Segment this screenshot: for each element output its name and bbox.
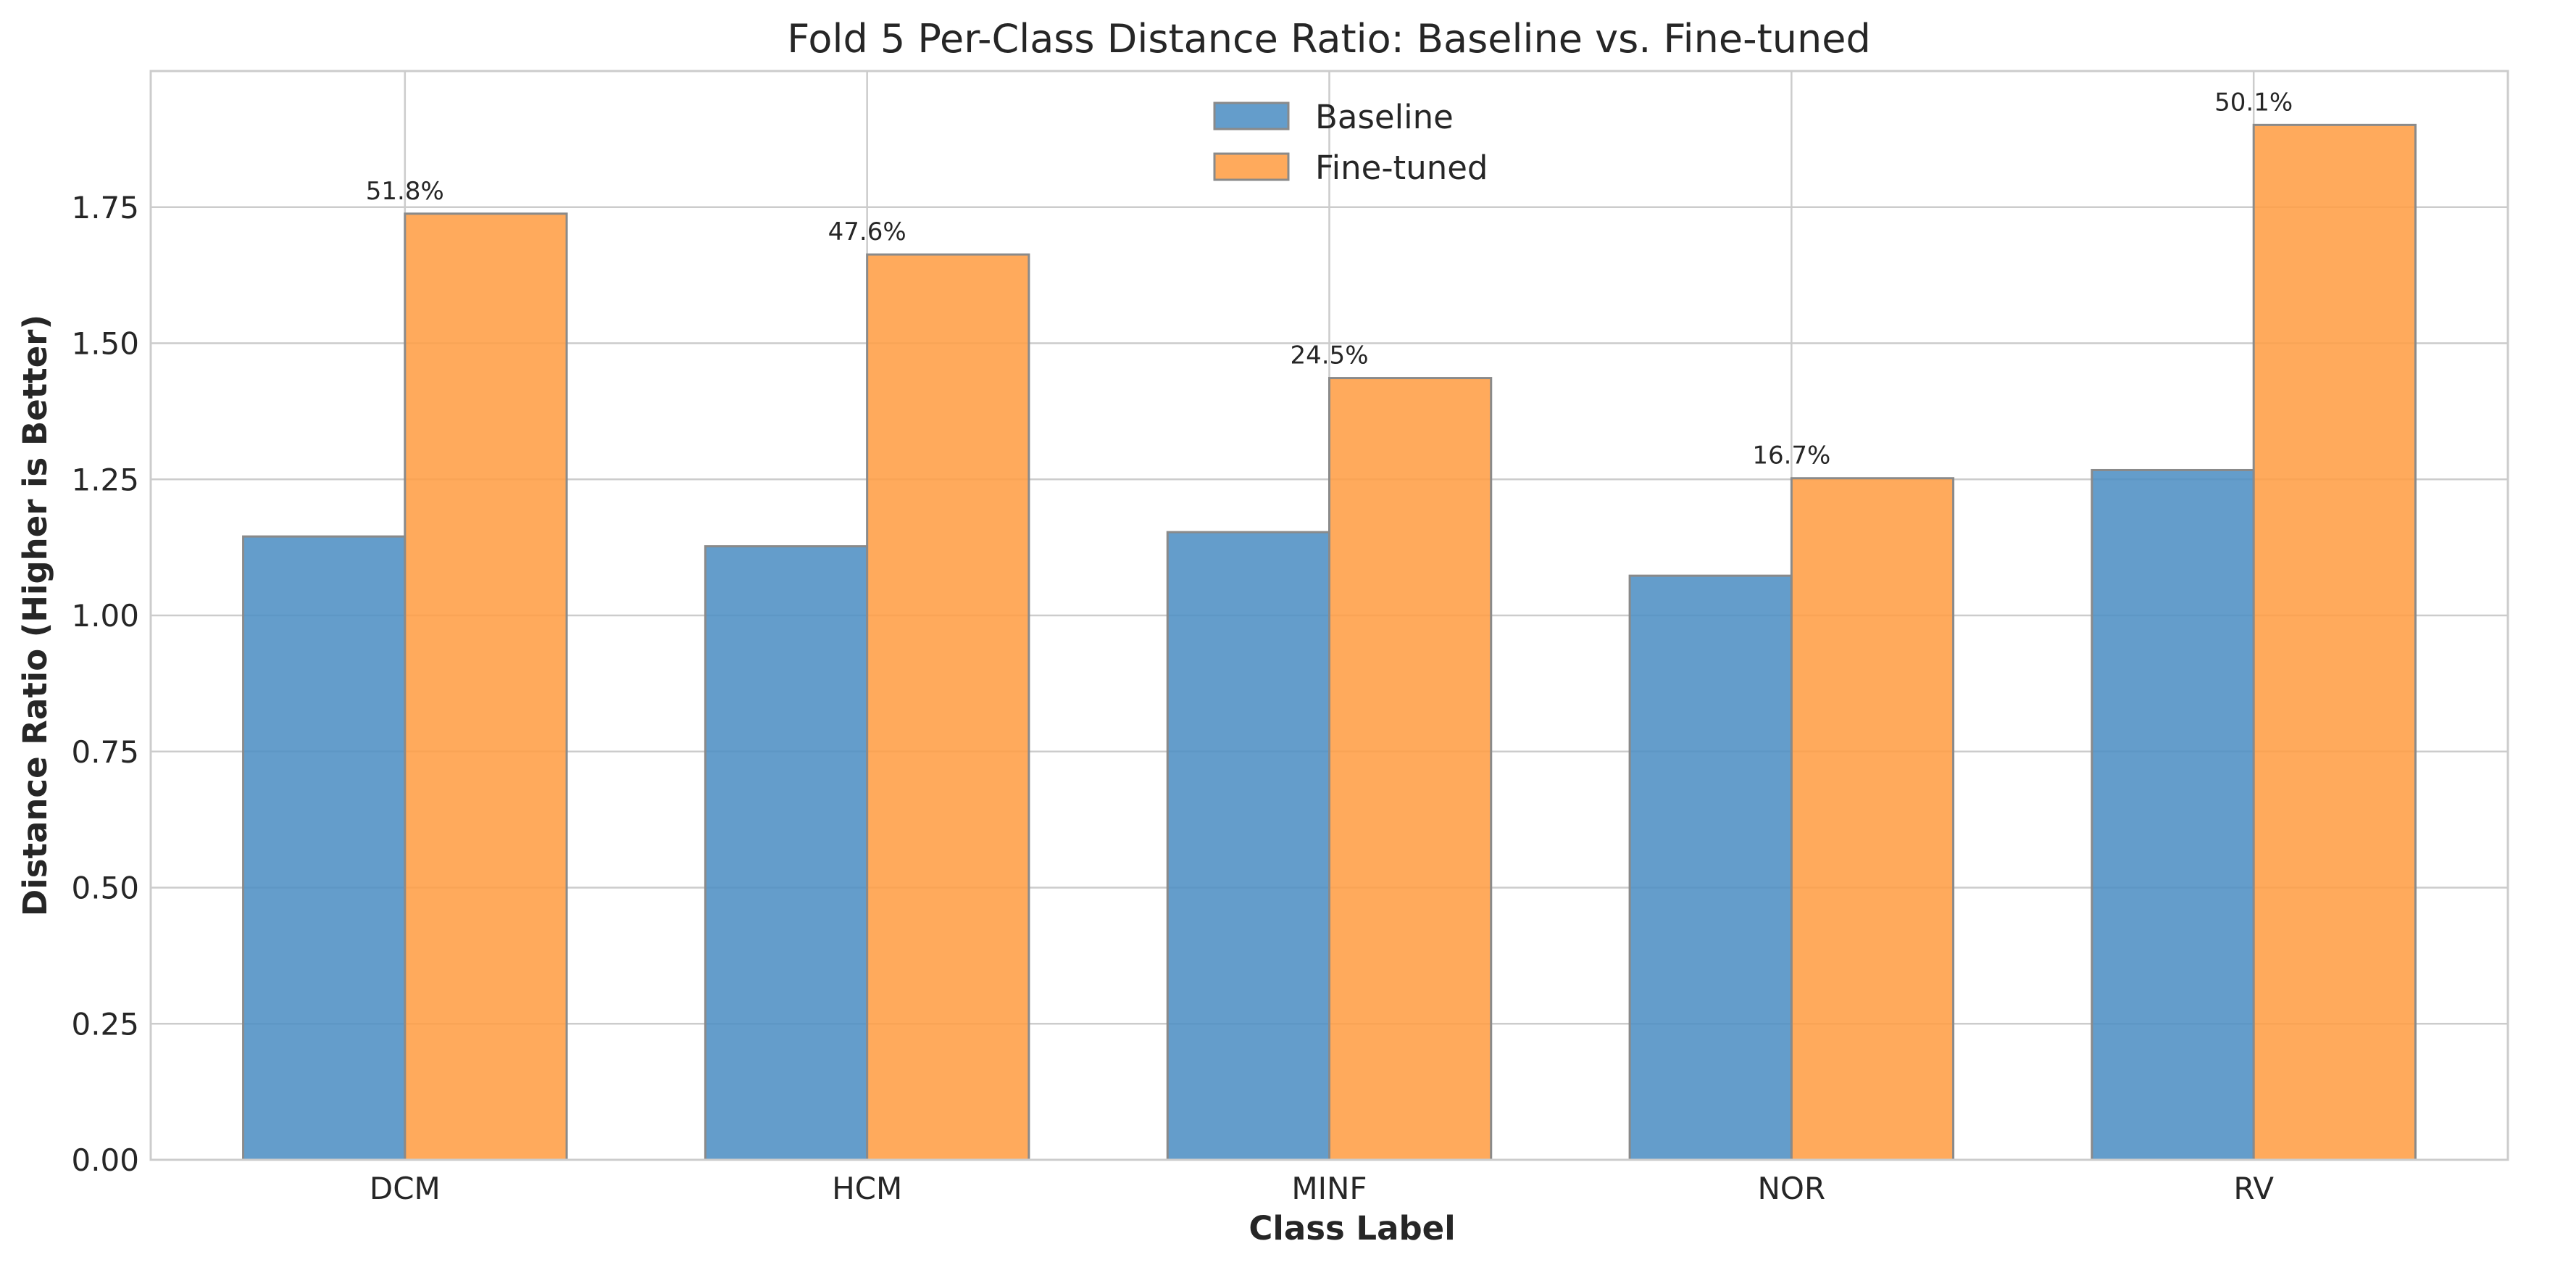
y-tick-label: 0.50 [71,871,139,906]
x-tick-label: DCM [370,1171,441,1206]
bar-baseline-nor [1628,574,1793,1161]
legend-label-baseline: Baseline [1315,98,1454,136]
bars [242,123,2417,1161]
improvement-label: 16.7% [1752,441,1830,470]
data-labels: 51.8% 47.6% 24.5% 16.7% 50.1% [366,88,2293,470]
x-axis-label: Class Label [1249,1209,1455,1248]
y-tick-label: 1.00 [71,598,139,634]
y-tick-label: 1.50 [71,326,139,362]
legend: Baseline Fine-tuned [1213,98,1488,187]
x-tick-label: MINF [1291,1171,1367,1206]
bar-baseline-hcm [704,545,869,1161]
x-tick-label: RV [2233,1171,2274,1206]
chart-title: Fold 5 Per-Class Distance Ratio: Baselin… [787,16,1870,62]
bar-fine-tuned-dcm [404,212,568,1161]
y-axis-label: Distance Ratio (Higher is Better) [16,315,54,916]
tick-labels: 0.00 0.25 0.50 0.75 1.00 1.25 1.50 1.75 DCM HCM MI… [71,190,2274,1206]
x-tick-label: NOR [1758,1171,1826,1206]
legend-swatch-baseline [1213,101,1290,130]
x-tick-label: HCM [832,1171,902,1206]
y-tick-label: 0.25 [71,1006,139,1042]
bar-fine-tuned-nor [1790,477,1955,1161]
improvement-label: 24.5% [1290,341,1368,370]
bar-baseline-dcm [242,535,407,1161]
y-tick-label: 0.00 [71,1142,139,1178]
bar-baseline-minf [1166,531,1330,1161]
legend-label-fine-tuned: Fine-tuned [1315,149,1488,187]
improvement-label: 51.8% [366,177,444,206]
bar-fine-tuned-minf [1328,377,1493,1161]
plot-frame [149,70,2509,1161]
improvement-label: 47.6% [828,217,906,246]
bar-fine-tuned-hcm [866,253,1030,1161]
y-tick-label: 0.75 [71,734,139,770]
y-tick-label: 1.25 [71,462,139,497]
improvement-label: 50.1% [2214,88,2293,117]
bar-baseline-rv [2091,468,2255,1161]
y-tick-label: 1.75 [71,190,139,225]
legend-swatch-fine-tuned [1213,152,1290,181]
bar-fine-tuned-rv [2252,123,2417,1161]
